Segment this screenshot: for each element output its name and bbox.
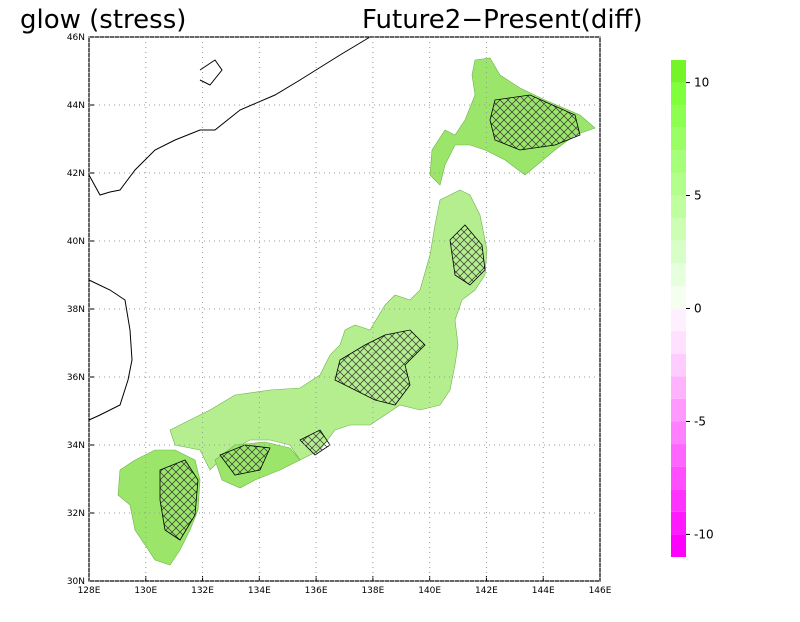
x-tick-label: 128E — [78, 586, 101, 596]
colorbar-band — [671, 444, 686, 467]
title-left: glow (stress) — [20, 5, 186, 35]
honshu — [169, 189, 488, 471]
hatch-area — [449, 224, 486, 286]
colorbar-band — [671, 489, 686, 512]
colorbar-band — [671, 263, 686, 286]
hatch-area — [219, 444, 271, 476]
y-tick-label: 38N — [67, 305, 85, 315]
x-tick-label: 136E — [305, 586, 328, 596]
colorbar-band — [671, 150, 686, 173]
x-tick-label: 146E — [589, 586, 612, 596]
colorbar-band — [671, 240, 686, 264]
hatched-areas — [159, 94, 581, 541]
y-tick-label: 44N — [67, 101, 85, 111]
colorbar-band — [671, 534, 686, 557]
x-tick-label: 130E — [134, 586, 157, 596]
colorbar-band — [671, 172, 686, 196]
y-tick-label: 34N — [67, 441, 85, 451]
colorbar-band — [671, 308, 686, 332]
x-tick-label: 138E — [361, 586, 384, 596]
coastline — [88, 36, 371, 421]
asia-coast — [88, 36, 371, 196]
colorbar-band — [671, 353, 686, 377]
colorbar-label: -5 — [694, 414, 706, 428]
colorbar-label: 0 — [694, 302, 702, 316]
x-tick-label: 142E — [475, 586, 498, 596]
hatch-area — [159, 459, 199, 541]
hatch-area — [334, 329, 426, 406]
colorbar-band — [671, 285, 686, 309]
x-tick-label: 134E — [248, 586, 271, 596]
colorbar-band — [671, 398, 686, 422]
y-tick-label: 40N — [67, 237, 85, 247]
y-tick-label: 36N — [67, 373, 85, 383]
x-tick-label: 144E — [532, 586, 555, 596]
colorbar-band — [671, 195, 686, 219]
colorbar-band — [671, 60, 686, 83]
colorbar-label: 10 — [694, 76, 709, 90]
x-tick-label: 132E — [191, 586, 214, 596]
x-tick-label: 140E — [418, 586, 441, 596]
sakhalin-coast — [199, 59, 223, 86]
y-tick-label: 42N — [67, 169, 85, 179]
colorbar-band — [671, 82, 686, 106]
colorbar-band — [671, 421, 686, 445]
colorbar-band — [671, 511, 686, 535]
title-right: Future2−Present(diff) — [362, 5, 643, 35]
y-tick-label: 32N — [67, 509, 85, 519]
korea-coast — [88, 279, 133, 421]
colorbar-label: -10 — [694, 527, 714, 541]
colorbar-band — [671, 331, 686, 354]
colorbar-band — [671, 466, 686, 490]
colorbar-band — [671, 105, 686, 128]
hatch-area — [489, 94, 581, 151]
colorbar-band — [671, 218, 686, 241]
colorbar-band — [671, 127, 686, 151]
y-tick-label: 30N — [67, 577, 85, 587]
y-tick-label: 46N — [67, 33, 85, 43]
colorbar-band — [671, 376, 686, 399]
colorbar-label: 5 — [694, 189, 702, 203]
